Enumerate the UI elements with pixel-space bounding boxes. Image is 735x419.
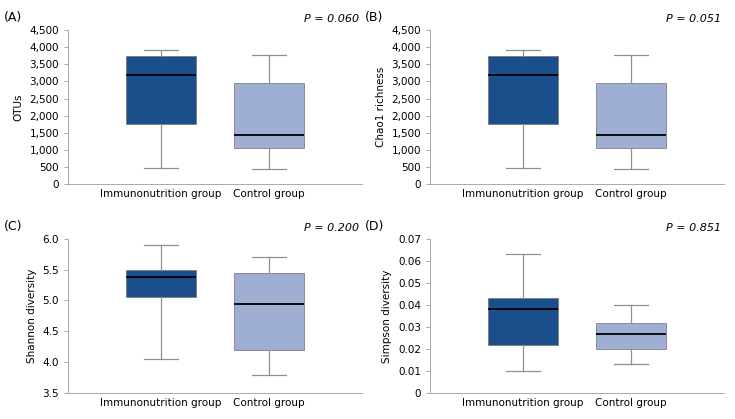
FancyBboxPatch shape (234, 273, 304, 350)
Y-axis label: OTUs: OTUs (14, 93, 24, 121)
FancyBboxPatch shape (126, 56, 196, 124)
FancyBboxPatch shape (596, 323, 666, 349)
Text: (A): (A) (4, 11, 21, 24)
FancyBboxPatch shape (126, 270, 196, 297)
Text: (B): (B) (365, 11, 384, 24)
Text: P = 0.060: P = 0.060 (304, 14, 359, 24)
FancyBboxPatch shape (596, 83, 666, 148)
FancyBboxPatch shape (488, 56, 558, 124)
Y-axis label: Chao1 richness: Chao1 richness (376, 67, 386, 147)
Text: P = 0.200: P = 0.200 (304, 222, 359, 233)
Text: (D): (D) (365, 220, 384, 233)
Text: P = 0.051: P = 0.051 (666, 14, 721, 24)
Y-axis label: Simpson diversity: Simpson diversity (382, 269, 392, 362)
Text: P = 0.851: P = 0.851 (666, 222, 721, 233)
FancyBboxPatch shape (488, 298, 558, 344)
Y-axis label: Shannon diversity: Shannon diversity (27, 269, 37, 363)
Text: (C): (C) (4, 220, 22, 233)
FancyBboxPatch shape (234, 83, 304, 148)
